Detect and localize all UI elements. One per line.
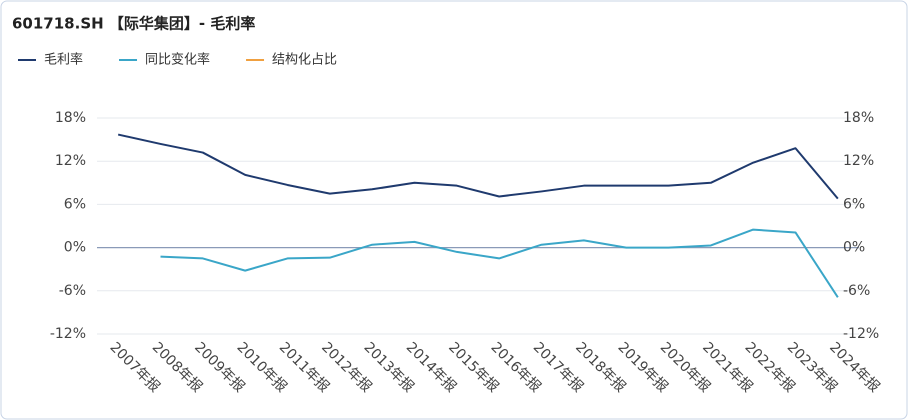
y-tick-label: 0% bbox=[64, 240, 86, 256]
legend-label: 毛利率 bbox=[44, 52, 83, 68]
legend-label: 结构化占比 bbox=[272, 53, 337, 68]
y-tick-label: 18% bbox=[55, 110, 86, 126]
y-tick-label: 12% bbox=[55, 153, 86, 169]
y-tick-label: -6% bbox=[59, 283, 86, 299]
y2-tick-label: -12% bbox=[843, 326, 879, 342]
y2-tick-label: 0% bbox=[843, 240, 865, 256]
y-tick-label: -12% bbox=[50, 326, 86, 342]
series-line bbox=[117, 133, 839, 200]
y2-tick-label: 18% bbox=[843, 110, 874, 126]
y2-tick-label: 12% bbox=[843, 153, 874, 169]
legend-label: 同比变化率 bbox=[145, 52, 210, 68]
y2-tick-label: 6% bbox=[843, 196, 865, 212]
y2-tick-label: -6% bbox=[843, 283, 870, 299]
chart-title: 601718.SH 【际华集团】- 毛利率 bbox=[12, 15, 255, 33]
y-tick-label: 6% bbox=[64, 196, 86, 212]
series-line bbox=[160, 228, 839, 298]
